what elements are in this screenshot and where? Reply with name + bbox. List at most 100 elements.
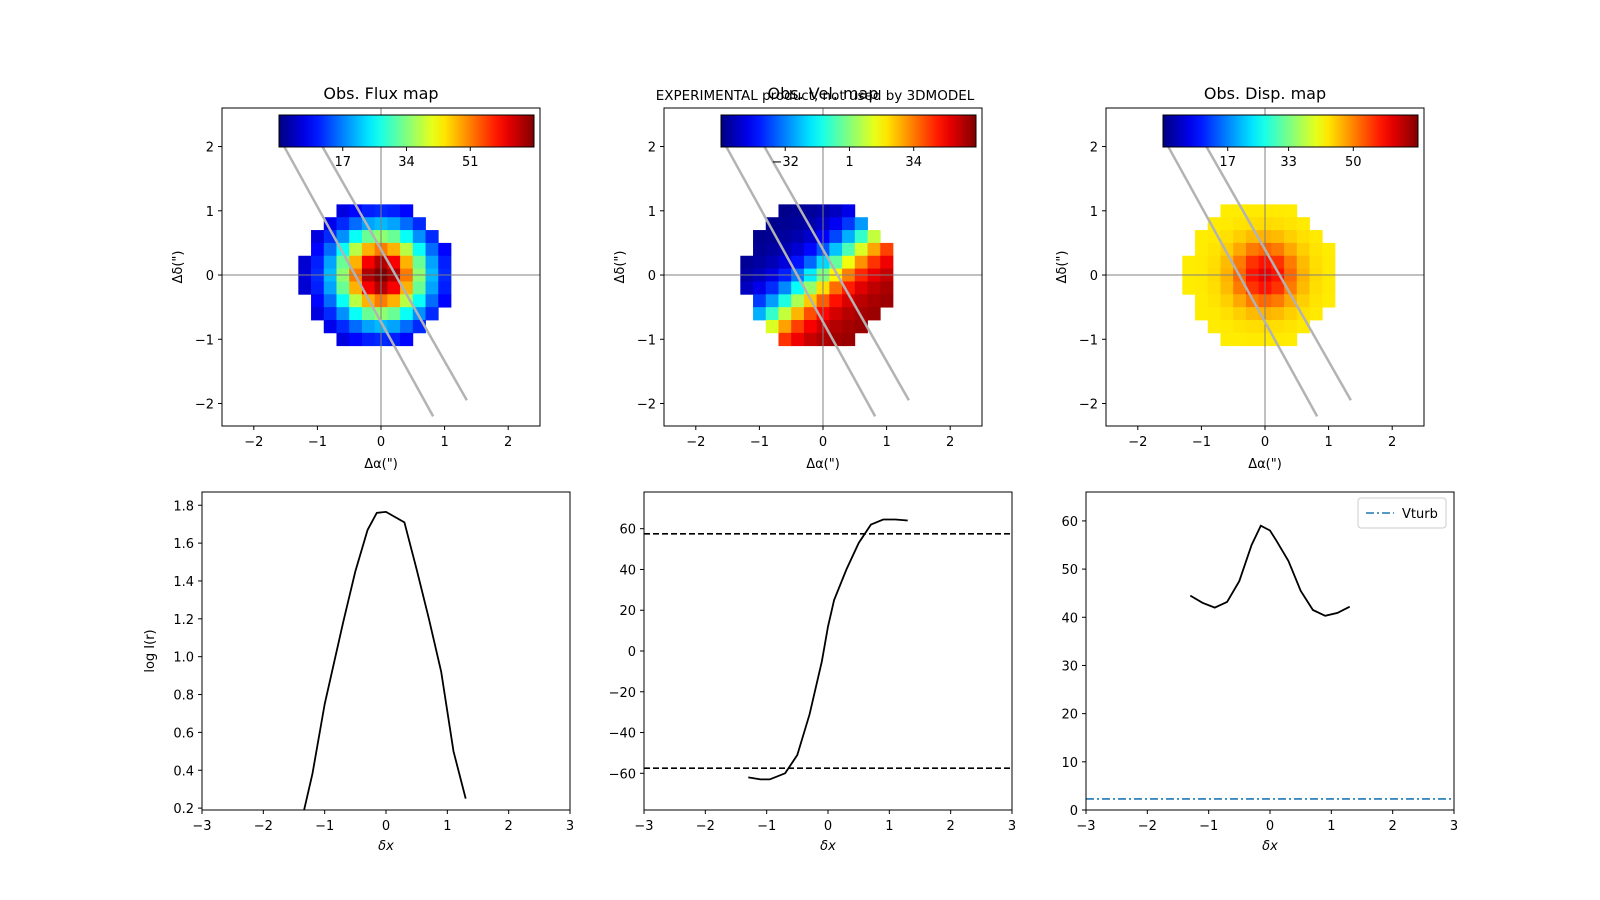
map-pixel	[336, 230, 350, 244]
profile-panel-1: −3 −2 −1 0 1 2 3 0.2 0.4 0.6 0.8 1.0 1.2 1.4 1.6 1.8 δx l…	[143, 491, 574, 854]
map-pixel	[323, 242, 337, 257]
map-pixel	[791, 242, 805, 257]
map-pixel	[1233, 332, 1247, 347]
y-tick-label: 2	[648, 141, 656, 156]
map-pixel	[765, 320, 779, 334]
x-tick-label: 1	[440, 435, 448, 450]
map-pixel	[1284, 307, 1298, 321]
map-pixel	[425, 307, 439, 321]
map-pixel	[1296, 294, 1310, 308]
map-pixel	[336, 294, 350, 308]
map-pixel	[1233, 204, 1247, 218]
map-pixel	[349, 242, 363, 257]
y-tick-label: 1.2	[173, 613, 194, 628]
map-pixel	[387, 230, 401, 244]
map-pixel	[323, 255, 337, 270]
slit-line	[319, 142, 468, 401]
map-pixel	[387, 242, 401, 257]
map-pixel	[740, 255, 754, 270]
map-pixel	[765, 230, 779, 244]
x-tick-label: 2	[1388, 435, 1396, 450]
map-pixel	[842, 242, 856, 257]
map-pixel	[412, 217, 426, 231]
map-pixel	[765, 294, 779, 308]
map-pixel	[349, 332, 363, 347]
map-pixel	[361, 242, 376, 257]
x-tick-label: 0	[819, 435, 827, 450]
map-pixel	[1271, 332, 1285, 347]
y-tick-label: 0.8	[173, 689, 194, 704]
map-pixel	[1233, 217, 1247, 231]
map-pixel	[400, 255, 414, 270]
map-pixel	[829, 217, 843, 231]
x-axis-label: Δα(")	[1248, 457, 1282, 472]
map-pixel	[349, 307, 363, 321]
x-tick-label: −1	[750, 435, 769, 450]
map-pixel	[842, 307, 856, 321]
x-axis-label: δx	[1262, 839, 1278, 854]
map-pixel	[323, 217, 337, 231]
y-tick-label: −2	[195, 398, 214, 413]
y-tick-label: −1	[195, 333, 214, 348]
slit-line	[761, 142, 910, 401]
map-pixel	[1233, 281, 1247, 295]
x-tick-label: 3	[1450, 819, 1458, 834]
map-pixel	[1284, 332, 1298, 347]
axes-frame	[1085, 491, 1455, 811]
map-pixel	[387, 307, 401, 321]
y-tick-label: 1.8	[173, 499, 194, 514]
map-pixel	[361, 320, 376, 334]
map-pixel	[1296, 242, 1310, 257]
map-pixel	[854, 242, 868, 257]
map-pixel	[880, 242, 894, 257]
map-pixel	[1322, 281, 1336, 295]
map-pixel	[1207, 217, 1221, 231]
map-pixel	[1195, 294, 1209, 308]
map-pixel	[425, 242, 439, 257]
map-pixel	[336, 281, 350, 295]
map-pixel	[1220, 281, 1234, 295]
map-pixel	[1245, 320, 1260, 334]
map-pixel	[1182, 255, 1196, 270]
map-pixel	[349, 255, 363, 270]
map-panel-3: 17 33 50 −2 −1 0 1 2 −2 −1 0 1 2 Obs. Disp. map Δα(") Δ…	[1055, 84, 1425, 472]
y-axis-label: Δδ(")	[1055, 251, 1070, 284]
colorbar-tick-label: 50	[1345, 155, 1362, 170]
map-pixel	[387, 320, 401, 334]
map-pixel	[311, 242, 325, 257]
map-pixel	[1220, 332, 1234, 347]
map-pixel	[778, 230, 792, 244]
map-pixel	[1296, 255, 1310, 270]
x-tick-label: −3	[1076, 819, 1095, 834]
map-pixel	[400, 204, 414, 218]
map-pixel	[880, 255, 894, 270]
map-pixel	[778, 320, 792, 334]
map-pixel	[1284, 281, 1298, 295]
y-tick-label: 0	[1070, 804, 1078, 819]
map-pixel	[854, 281, 868, 295]
y-tick-label: 0	[1090, 269, 1098, 284]
map-pixel	[842, 230, 856, 244]
map-pixel	[778, 217, 792, 231]
y-tick-label: 40	[619, 563, 636, 578]
map-pixel	[867, 242, 881, 257]
x-tick-label: −2	[1128, 435, 1147, 450]
map-pixel	[829, 294, 843, 308]
map-pixel	[867, 307, 881, 321]
map-pixel	[412, 294, 426, 308]
x-tick-label: 3	[1008, 819, 1016, 834]
x-tick-label: 0	[1266, 819, 1274, 834]
map-pixel	[412, 255, 426, 270]
map-panel-2: −32 1 34 −2 −1 0 1 2 −2 −1 0 1 2 Obs. Vel. map Δα(") Δδ…	[613, 84, 983, 472]
map-pixel	[425, 230, 439, 244]
map-pixel	[1284, 230, 1298, 244]
y-tick-label: −2	[1079, 398, 1098, 413]
map-pixel	[803, 332, 818, 347]
y-tick-label: 0.2	[173, 802, 194, 817]
map-pixel	[842, 255, 856, 270]
map-pixel	[1271, 204, 1285, 218]
x-tick-label: 1	[882, 435, 890, 450]
map-pixel	[867, 294, 881, 308]
x-tick-label: 2	[1389, 819, 1397, 834]
map-pixel	[1220, 320, 1234, 334]
